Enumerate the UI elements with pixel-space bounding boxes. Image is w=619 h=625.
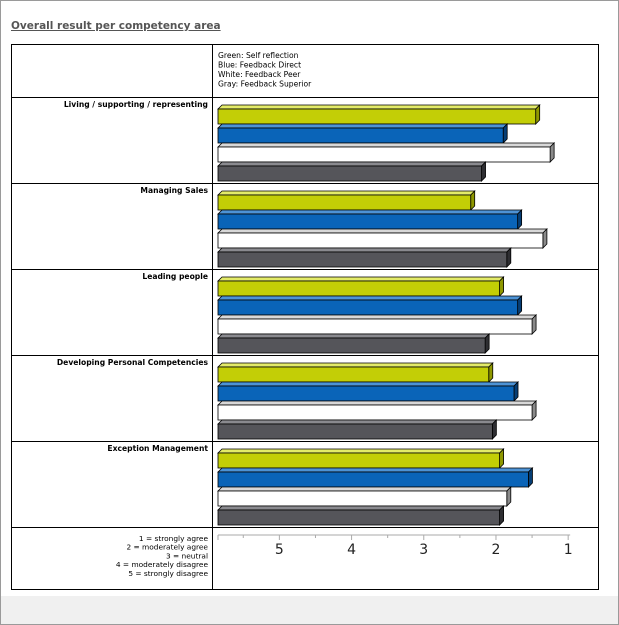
- page-title: Overall result per competency area: [11, 20, 221, 32]
- bar-top: [217, 362, 494, 368]
- bar: [217, 280, 500, 297]
- bar: [217, 232, 544, 249]
- bar: [217, 385, 515, 402]
- bar-top: [217, 467, 534, 473]
- legend-entry: Blue: Feedback Direct: [218, 61, 301, 70]
- bar-top: [217, 419, 498, 425]
- bar: [217, 108, 537, 125]
- bar-top: [217, 247, 512, 253]
- scale-legend-entry: 5 = strongly disagree: [128, 569, 208, 578]
- bar-top: [217, 123, 509, 129]
- footer-band: [1, 596, 618, 624]
- legend-entry: Green: Self reflection: [218, 51, 299, 60]
- bar: [217, 165, 482, 182]
- scale-legend-entry: 4 = moderately disagree: [116, 560, 209, 569]
- bar-side: [491, 419, 497, 440]
- bar-top: [217, 448, 505, 454]
- x-tick-label: 2: [492, 542, 501, 558]
- legend-entry: Gray: Feedback Superior: [218, 80, 312, 89]
- x-tick-label: 3: [419, 542, 428, 558]
- x-tick-label: 5: [275, 542, 284, 558]
- bar-side: [506, 486, 512, 507]
- x-tick-label: 4: [347, 542, 356, 558]
- bar: [217, 337, 486, 354]
- bar-side: [499, 448, 504, 469]
- bar-top: [217, 209, 523, 215]
- scale-legend-entry: 3 = neutral: [166, 551, 208, 560]
- bar-top: [217, 333, 491, 339]
- bar-side: [531, 400, 537, 421]
- bar-side: [528, 467, 533, 488]
- legend-entry: White: Feedback Peer: [218, 70, 301, 79]
- scale-legend-entry: 1 = strongly agree: [139, 534, 209, 543]
- bar-side: [470, 190, 476, 211]
- bar-side: [484, 333, 490, 354]
- bar-top: [217, 505, 505, 511]
- bar-top: [217, 228, 548, 234]
- scale-legend-entry: 2 = moderately agree: [126, 543, 208, 552]
- bar-top: [217, 142, 556, 148]
- bar: [217, 452, 500, 469]
- bar: [217, 509, 500, 526]
- bar: [217, 251, 508, 268]
- bar: [217, 471, 529, 488]
- bar: [217, 490, 508, 507]
- bar-side: [506, 247, 512, 268]
- bar-side: [481, 161, 486, 182]
- bar-side: [542, 228, 548, 249]
- bar-top: [217, 190, 476, 196]
- category-label: Managing Sales: [140, 186, 208, 195]
- bar: [217, 127, 504, 144]
- bar: [217, 299, 519, 316]
- bar-top: [217, 295, 523, 301]
- category-label: Living / supporting / representing: [64, 100, 208, 109]
- bar-side: [499, 276, 504, 297]
- bar-top: [217, 276, 505, 282]
- category-label: Exception Management: [107, 444, 208, 453]
- category-label: Leading people: [142, 272, 208, 281]
- bar-top: [217, 161, 487, 167]
- bar: [217, 146, 551, 163]
- bar: [217, 194, 472, 211]
- bar-side: [549, 142, 555, 163]
- bar: [217, 213, 519, 230]
- bar-top: [217, 104, 541, 110]
- bar-side: [488, 362, 494, 383]
- bar-top: [217, 381, 519, 387]
- bar: [217, 404, 533, 421]
- bar-side: [502, 123, 508, 144]
- bar-top: [217, 400, 538, 406]
- bar-side: [513, 381, 519, 402]
- bar-side: [499, 505, 504, 526]
- bar-side: [535, 104, 541, 125]
- bar: [217, 366, 490, 383]
- bar-side: [517, 209, 523, 230]
- bar: [217, 318, 533, 335]
- bar-top: [217, 486, 512, 492]
- bar: [217, 423, 493, 440]
- category-label: Developing Personal Competencies: [57, 358, 209, 367]
- bar-top: [217, 314, 538, 320]
- bar-side: [517, 295, 523, 316]
- bar-side: [531, 314, 537, 335]
- x-tick-label: 1: [564, 542, 573, 558]
